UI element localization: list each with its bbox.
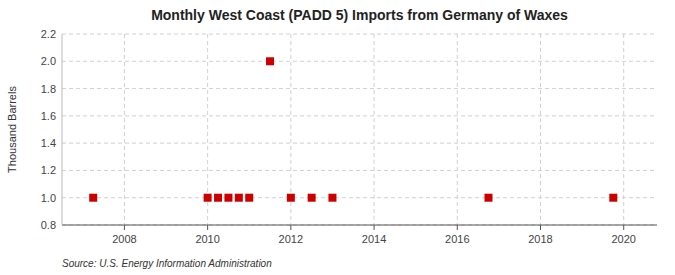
y-tick-label: 2.0 bbox=[41, 55, 56, 67]
y-tick-label: 0.8 bbox=[41, 219, 56, 231]
point bbox=[224, 194, 232, 202]
y-tick-label: 1.8 bbox=[41, 83, 56, 95]
x-grid-line bbox=[540, 34, 541, 225]
y-tick-label: 1.2 bbox=[41, 164, 56, 176]
y-grid-line bbox=[62, 170, 657, 171]
y-grid-line bbox=[62, 88, 657, 89]
x-tick-label: 2012 bbox=[279, 233, 303, 245]
x-tick bbox=[207, 225, 208, 230]
point bbox=[328, 194, 336, 202]
chart: Monthly West Coast (PADD 5) Imports from… bbox=[0, 0, 675, 275]
x-tick bbox=[623, 225, 624, 230]
y-tick-label: 2.2 bbox=[41, 28, 56, 40]
x-tick-label: 2018 bbox=[528, 233, 552, 245]
point bbox=[609, 194, 617, 202]
x-tick-label: 2020 bbox=[611, 233, 635, 245]
x-tick bbox=[374, 225, 375, 230]
x-axis-line bbox=[62, 225, 657, 226]
x-tick-label: 2010 bbox=[195, 233, 219, 245]
y-grid-line bbox=[62, 143, 657, 144]
y-tick-label: 1.4 bbox=[41, 137, 56, 149]
y-tick-label: 1.6 bbox=[41, 110, 56, 122]
x-tick bbox=[290, 225, 291, 230]
point bbox=[245, 194, 253, 202]
x-grid-line bbox=[124, 34, 125, 225]
point bbox=[204, 194, 212, 202]
point bbox=[89, 194, 97, 202]
grid bbox=[62, 34, 657, 225]
y-tick-label: 1.0 bbox=[41, 192, 56, 204]
y-grid-line bbox=[62, 34, 657, 35]
point bbox=[484, 194, 492, 202]
x-grid-line bbox=[457, 34, 458, 225]
x-grid-line bbox=[374, 34, 375, 225]
x-grid-line bbox=[623, 34, 624, 225]
y-axis-label: Thousand Barrels bbox=[6, 86, 18, 173]
x-tick-label: 2008 bbox=[112, 233, 136, 245]
x-tick bbox=[457, 225, 458, 230]
y-grid-line bbox=[62, 197, 657, 198]
title: Monthly West Coast (PADD 5) Imports from… bbox=[151, 7, 568, 23]
y-grid-line bbox=[62, 115, 657, 116]
point bbox=[308, 194, 316, 202]
x-tick bbox=[540, 225, 541, 230]
y-grid-line bbox=[62, 225, 657, 226]
points bbox=[89, 57, 617, 201]
x-tick bbox=[124, 225, 125, 230]
x-tick-label: 2014 bbox=[362, 233, 386, 245]
point bbox=[266, 57, 274, 65]
x-tick-label: 2016 bbox=[445, 233, 469, 245]
point bbox=[214, 194, 222, 202]
y-grid-line bbox=[62, 61, 657, 62]
y-axis-line bbox=[62, 34, 63, 225]
point bbox=[235, 194, 243, 202]
point bbox=[287, 194, 295, 202]
source-note: Source: U.S. Energy Information Administ… bbox=[62, 258, 272, 269]
